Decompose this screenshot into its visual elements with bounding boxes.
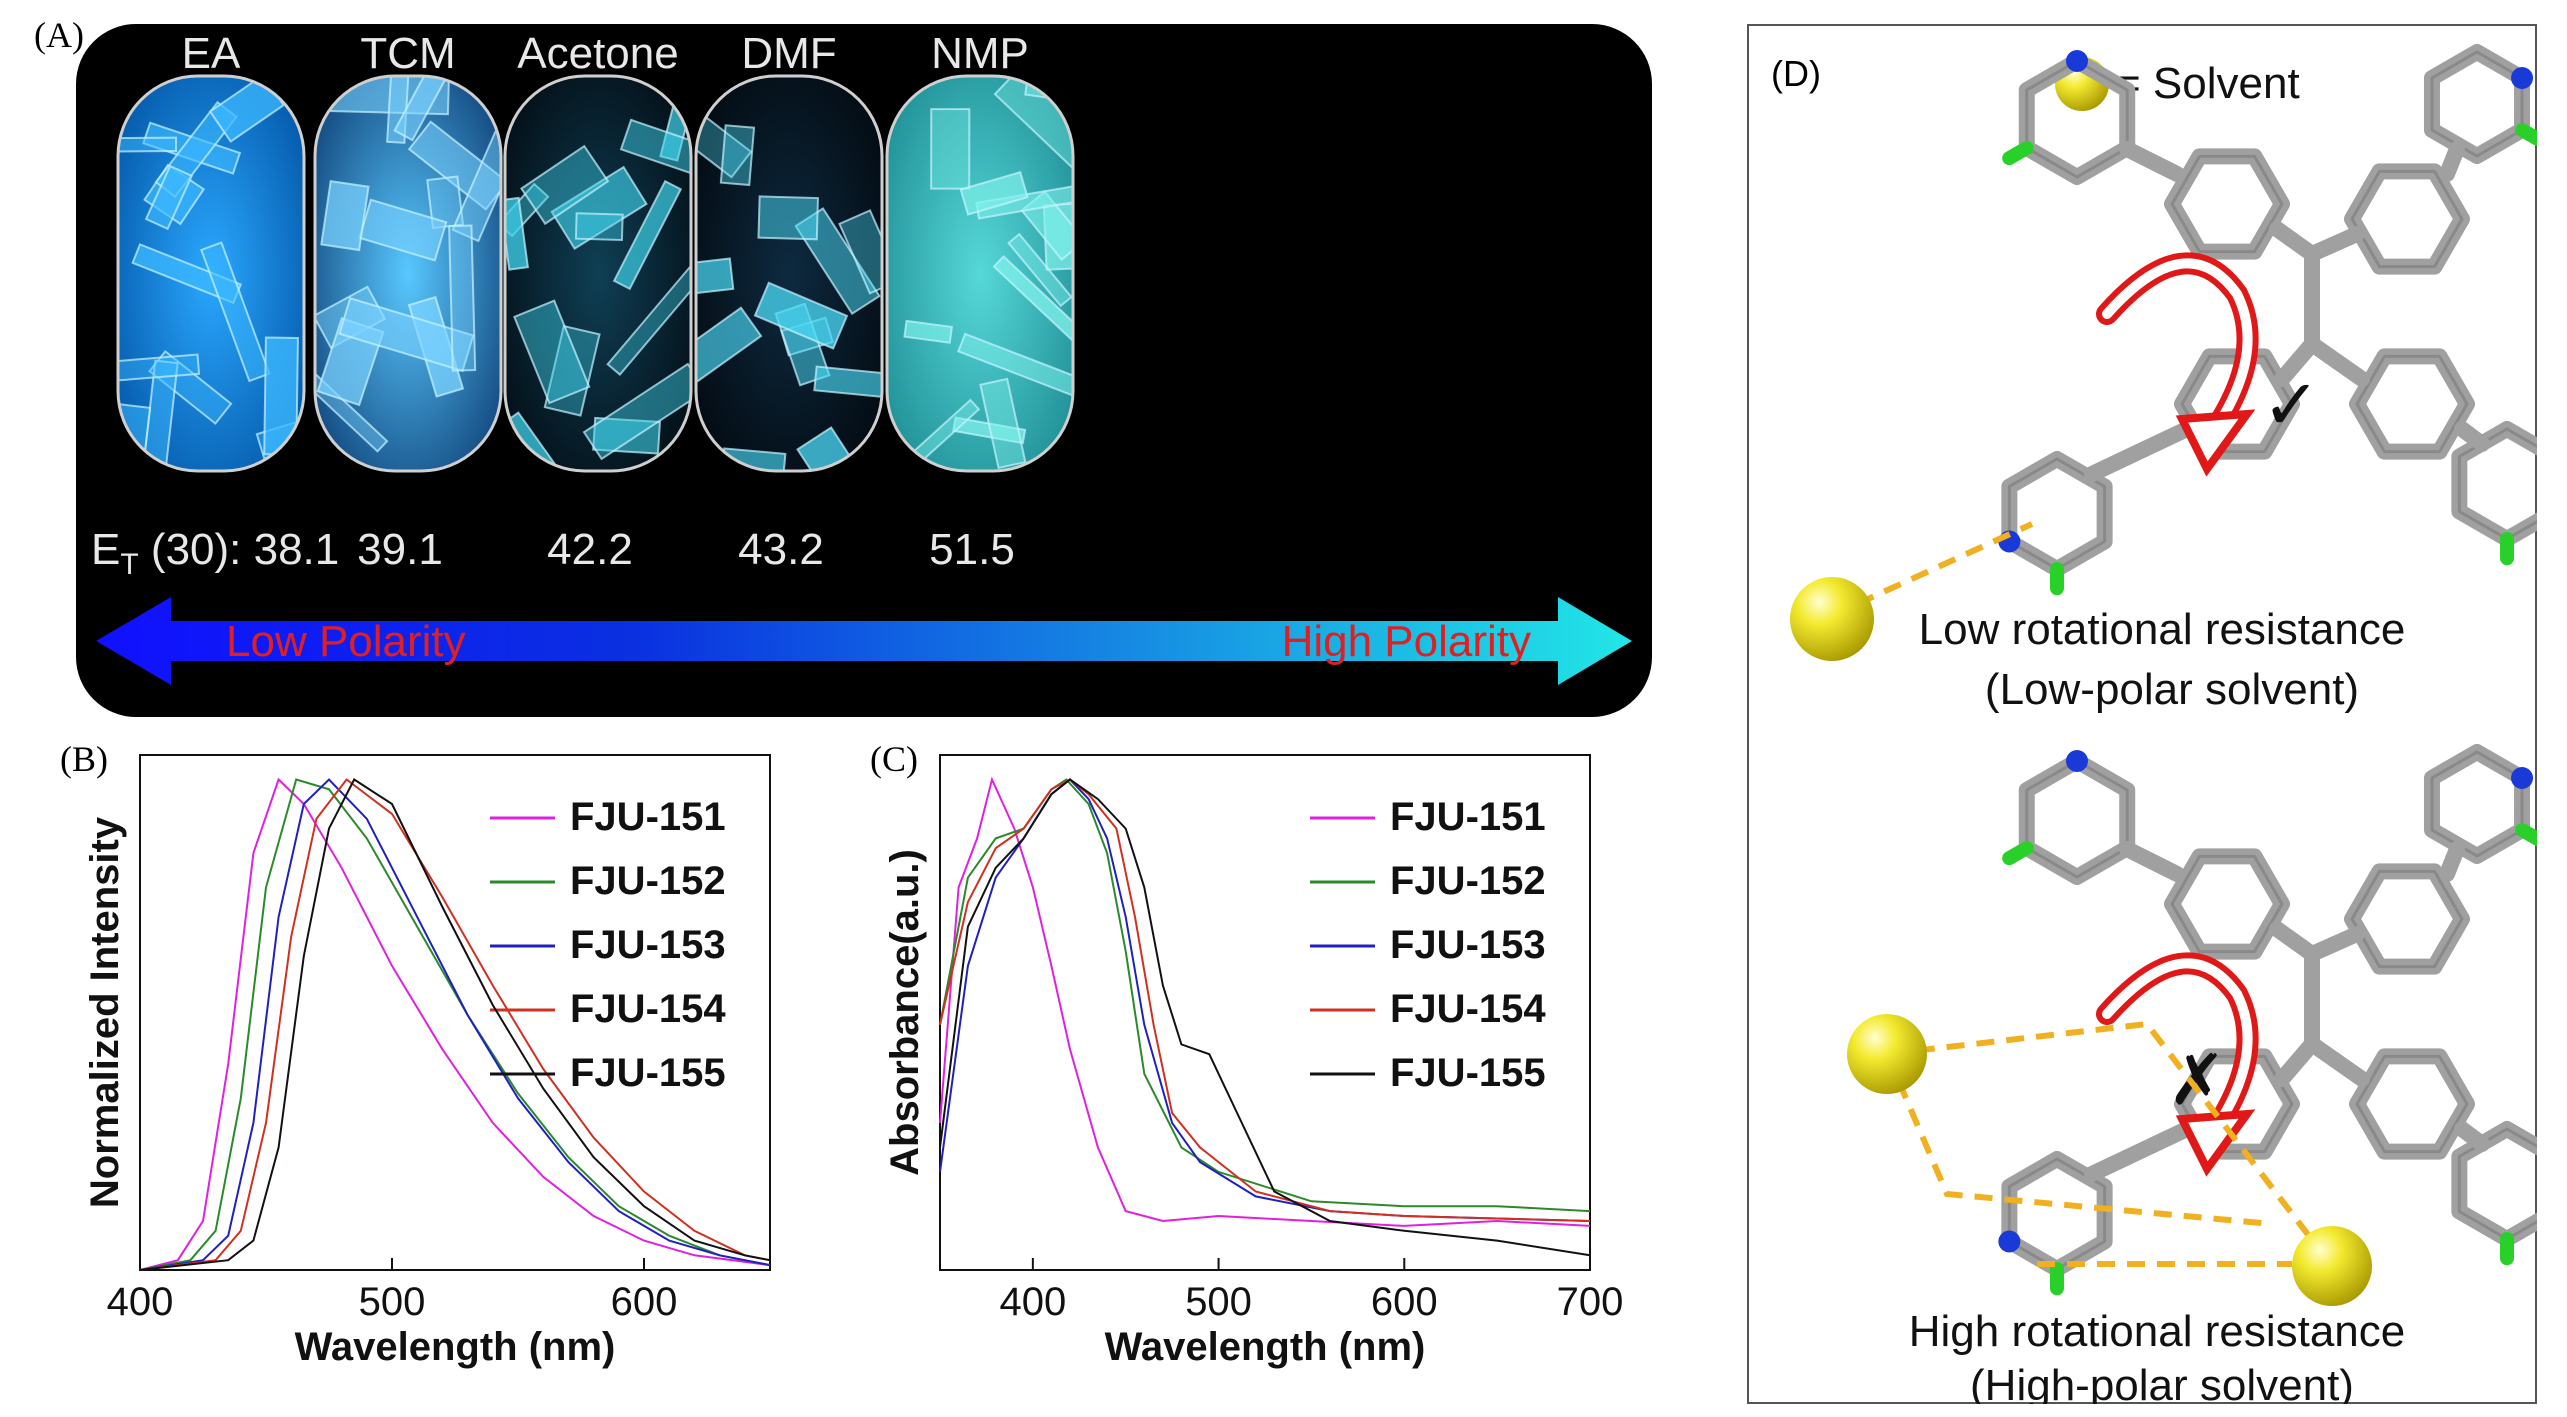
series-line-fju-151 xyxy=(939,776,1591,1227)
molecule-bottom: ✗ xyxy=(1847,744,2537,1306)
x-axis-label: Wavelength (nm) xyxy=(295,1325,616,1369)
bottom-caption-line2: (High-polar solvent) xyxy=(1970,1361,2354,1404)
solvent-name-acetone: Acetone xyxy=(517,29,678,78)
rotation-blocked-mark: ✗ xyxy=(2168,1041,2227,1119)
top-caption-line2: (Low-polar solvent) xyxy=(1985,665,2359,714)
legend-label-fju-153: FJU-153 xyxy=(1390,923,1546,967)
solvent-ball xyxy=(2292,1226,2372,1306)
bottom-caption-line1: High rotational resistance xyxy=(1909,1307,2405,1356)
solvent-ball xyxy=(1847,1014,1927,1094)
panel-a-solvent-photos: EA TCM Acetone DMF NMP ET (30): 38.1 39.1 42.2… xyxy=(76,24,1652,717)
et-value-acetone: 42.2 xyxy=(547,525,633,574)
high-polarity-label: High Polarity xyxy=(1282,617,1531,666)
panel-d-rotation-diagram: (D) = Solvent ✓ ✗ Low rotational resista… xyxy=(1747,24,2537,1404)
legend-label-fju-155: FJU-155 xyxy=(570,1051,726,1095)
solvent-ball xyxy=(1790,577,1874,661)
legend-label-fju-152: FJU-152 xyxy=(570,859,726,903)
solvent-name-tcm: TCM xyxy=(360,29,455,78)
x-tick-label-600: 600 xyxy=(611,1280,678,1324)
rotation-allowed-mark: ✓ xyxy=(2262,366,2321,444)
solvent-name-nmp: NMP xyxy=(931,29,1029,78)
panel-d-label: (D) xyxy=(1771,53,1821,94)
crystal-photo-acetone xyxy=(505,76,691,471)
series-line-fju-152 xyxy=(139,778,771,1271)
et-value-dmf: 43.2 xyxy=(738,525,824,574)
y-axis-label: Absorbance(a.u.) xyxy=(883,849,927,1176)
crystal-photo-nmp xyxy=(887,76,1073,471)
series-line-fju-151 xyxy=(139,777,771,1271)
panel-d-frame xyxy=(1747,24,2537,1404)
crystal-photo-dmf xyxy=(696,76,882,471)
series-line-fju-155 xyxy=(939,778,1591,1257)
legend-label-fju-151: FJU-151 xyxy=(570,795,726,839)
series-line-fju-153 xyxy=(939,778,1591,1222)
series-line-fju-155 xyxy=(139,778,771,1271)
y-axis-label: Normalized Intensity xyxy=(83,816,127,1208)
legend-label-fju-153: FJU-153 xyxy=(570,923,726,967)
series-line-fju-152 xyxy=(939,778,1591,1213)
crystal-photo-tcm xyxy=(315,76,501,471)
x-tick-label-600: 600 xyxy=(1371,1280,1438,1324)
panel-c-absorbance-chart: 400 500 600 700 Wavelength (nm) Absorbance(a.… xyxy=(883,754,1624,1369)
x-tick-label-400: 400 xyxy=(999,1280,1066,1324)
solvent-name-dmf: DMF xyxy=(741,29,836,78)
plot-frame xyxy=(139,754,771,1271)
solvent-legend-text: = Solvent xyxy=(2115,59,2300,108)
low-polarity-label: Low Polarity xyxy=(226,617,466,666)
legend-label-fju-151: FJU-151 xyxy=(1390,795,1546,839)
plot-frame xyxy=(939,754,1591,1271)
solvent-name-ea: EA xyxy=(182,29,241,78)
et-value-tcm: 39.1 xyxy=(357,525,443,574)
x-axis-label: Wavelength (nm) xyxy=(1105,1325,1426,1369)
et-value-ea: ET (30): 38.1 xyxy=(91,525,339,581)
crystal-photo-ea xyxy=(118,76,304,471)
series-line-fju-153 xyxy=(139,778,771,1271)
x-tick-label-500: 500 xyxy=(1185,1280,1252,1324)
x-tick-label-700: 700 xyxy=(1557,1280,1624,1324)
panel-b-label: (B) xyxy=(60,739,108,779)
panel-c-label: (C) xyxy=(870,739,918,779)
x-tick-label-500: 500 xyxy=(359,1280,426,1324)
x-tick-label-400: 400 xyxy=(107,1280,174,1324)
molecule-top: ✓ xyxy=(1790,44,2537,661)
top-caption-line1: Low rotational resistance xyxy=(1919,605,2406,654)
legend-label-fju-154: FJU-154 xyxy=(570,987,726,1031)
legend-label-fju-155: FJU-155 xyxy=(1390,1051,1546,1095)
polarity-arrow xyxy=(96,597,1632,685)
legend-label-fju-152: FJU-152 xyxy=(1390,859,1546,903)
et-value-nmp: 51.5 xyxy=(929,525,1015,574)
legend-label-fju-154: FJU-154 xyxy=(1390,987,1546,1031)
panel-a-label: (A) xyxy=(34,15,84,55)
